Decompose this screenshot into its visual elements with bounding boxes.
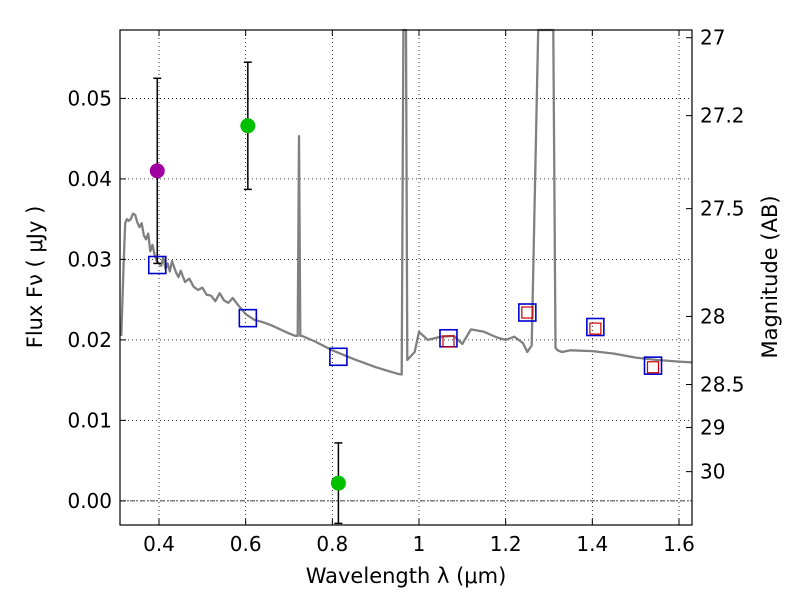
y2-tick-label: 29 [700, 415, 725, 439]
y-axis-label: Flux Fν ( μJy ) [23, 206, 47, 349]
x-tick-label: 1.2 [490, 532, 522, 556]
y2-axis-label: Magnitude (AB) [758, 195, 782, 358]
model-spectrum-line [120, 28, 693, 376]
synthetic-flux-box [147, 255, 167, 275]
synthetic-flux-box [643, 356, 663, 375]
y-tick-label: 0.05 [67, 86, 112, 110]
synthetic-flux-box [238, 308, 258, 328]
x-tick-label: 0.6 [230, 532, 262, 556]
synthetic-flux-box [329, 347, 348, 367]
y-tick-label: 0.04 [67, 167, 112, 191]
plot-series [120, 28, 693, 525]
y2-tick-label: 27.5 [700, 197, 745, 221]
y2-tick-label: 28 [700, 304, 725, 328]
x-tick-label: 0.4 [143, 532, 175, 556]
synthetic-flux-box [586, 317, 605, 337]
y-tick-label: 0.00 [67, 489, 112, 513]
synthetic-flux-inner-box [442, 335, 455, 348]
x-tick-label: 1.4 [576, 532, 608, 556]
x-tick-label: 1.6 [663, 532, 695, 556]
y2-axis-ticks: 27 27.2 27.5 28 28.5 29 30 [686, 26, 745, 484]
observed-flux-point [240, 118, 256, 134]
synthetic-flux-inner-box [646, 361, 660, 374]
synthetic-flux-inner-box [521, 306, 534, 319]
grid [120, 30, 692, 525]
synthetic-flux-inner-box [589, 322, 602, 335]
y2-tick-label: 30 [700, 460, 725, 484]
y2-tick-label: 27 [700, 26, 725, 50]
x-tick-label: 1 [413, 532, 426, 556]
observed-flux-point [149, 163, 165, 179]
synthetic-flux-box [518, 303, 537, 322]
y-tick-label: 0.01 [67, 408, 112, 432]
x-axis-label: Wavelength λ (μm) [306, 564, 507, 588]
observed-flux-point [330, 475, 346, 491]
y-tick-label: 0.02 [67, 328, 112, 352]
y-tick-label: 0.03 [67, 247, 112, 271]
x-tick-label: 0.8 [316, 532, 348, 556]
y2-tick-label: 28.5 [700, 373, 745, 397]
y2-tick-label: 27.2 [700, 104, 745, 128]
x-axis-ticks: 0.4 0.6 0.8 1 1.2 1.4 1.6 [143, 30, 695, 556]
y-axis-ticks: 0.00 0.01 0.02 0.03 0.04 0.05 [67, 86, 126, 513]
plot-frame [119, 29, 693, 526]
